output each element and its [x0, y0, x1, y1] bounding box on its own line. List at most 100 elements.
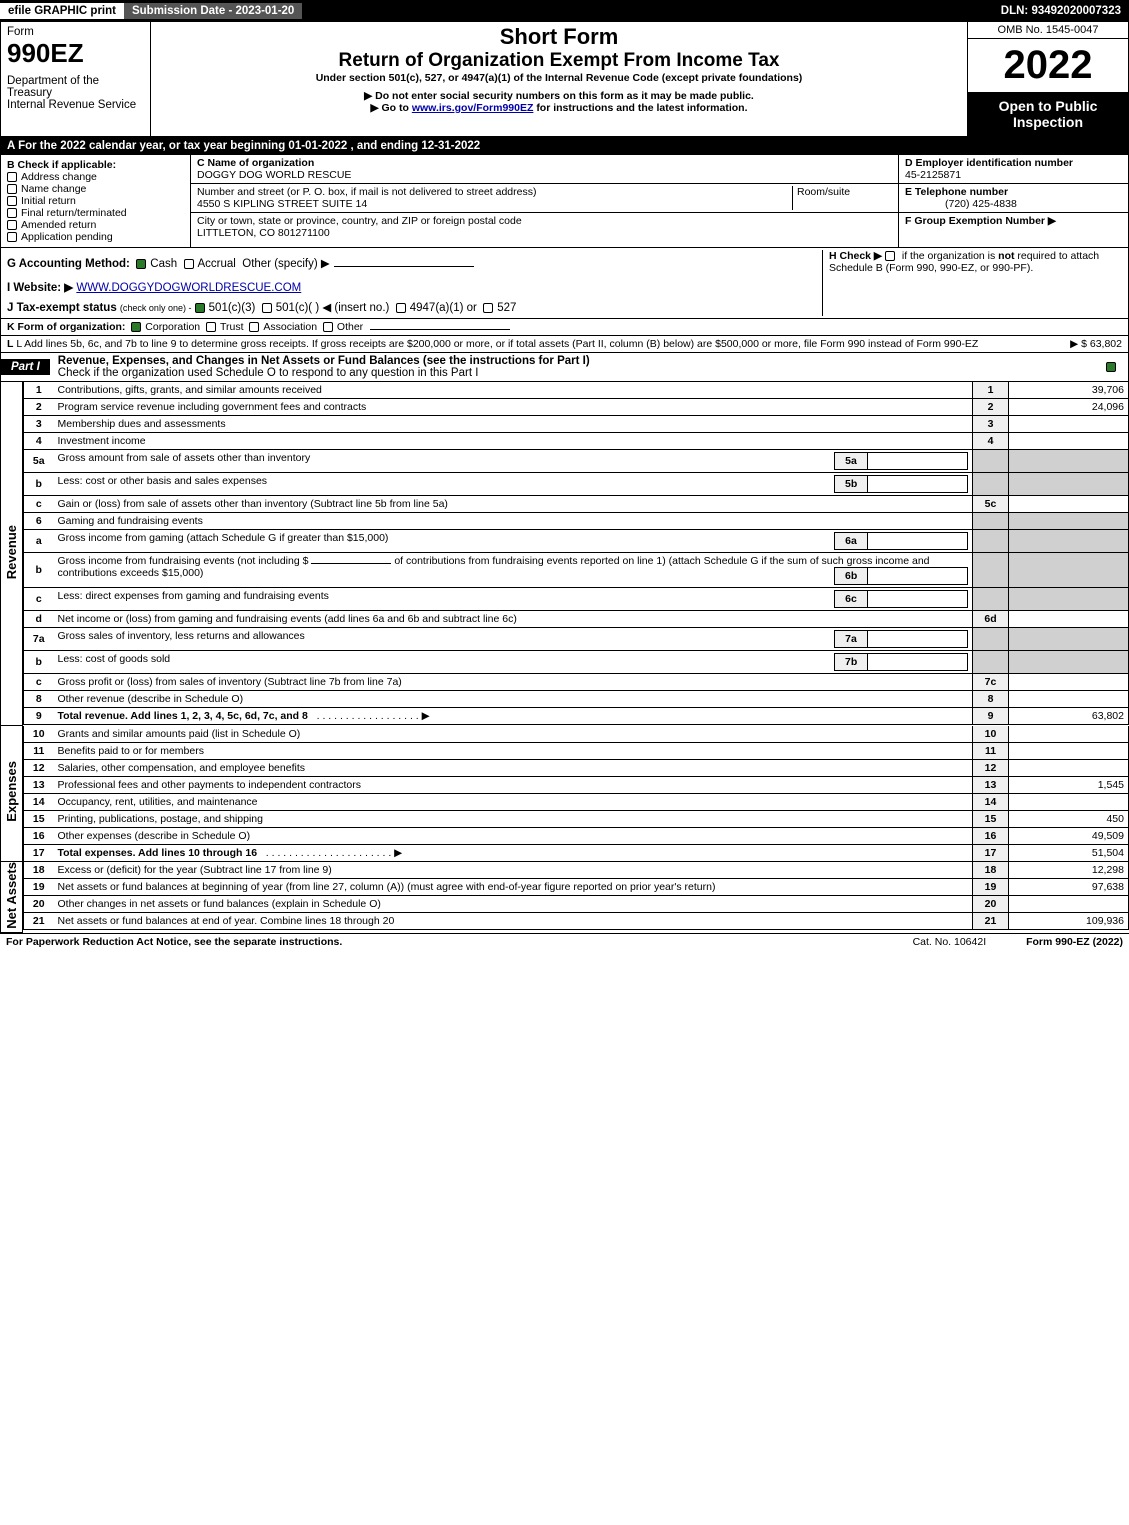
checkbox-501c[interactable]: [262, 303, 272, 313]
l-text: L Add lines 5b, 6c, and 7b to line 9 to …: [16, 338, 978, 350]
org-name-row: C Name of organization DOGGY DOG WORLD R…: [191, 155, 898, 184]
section-g: G Accounting Method: Cash Accrual Other …: [7, 250, 822, 316]
l10-desc: Grants and similar amounts paid (list in…: [54, 726, 973, 743]
l19-val: 97,638: [1009, 879, 1129, 896]
l11-val: [1009, 742, 1129, 759]
checkbox-name-change[interactable]: [7, 184, 17, 194]
side-netassets: Net Assets: [1, 862, 23, 932]
opt-amended-return: Amended return: [21, 219, 96, 231]
city-row: City or town, state or province, country…: [191, 213, 898, 241]
l12-val: [1009, 759, 1129, 776]
city-value: LITTLETON, CO 801271100: [197, 227, 892, 239]
l11-desc: Benefits paid to or for members: [54, 742, 973, 759]
other-specify-input[interactable]: [334, 266, 474, 267]
acct-method-label: G Accounting Method:: [7, 258, 130, 270]
section-h: H Check ▶ if the organization is not req…: [822, 250, 1122, 316]
group-exemption-label: F Group Exemption Number ▶: [905, 215, 1056, 227]
form-word: Form: [7, 26, 144, 38]
checkbox-4947[interactable]: [396, 303, 406, 313]
l14-desc: Occupancy, rent, utilities, and maintena…: [54, 793, 973, 810]
irs-link[interactable]: www.irs.gov/Form990EZ: [412, 102, 534, 114]
checkbox-corporation[interactable]: [131, 322, 141, 332]
other-org-input[interactable]: [370, 329, 510, 330]
under-section: Under section 501(c), 527, or 4947(a)(1)…: [157, 72, 961, 84]
l19-desc: Net assets or fund balances at beginning…: [54, 879, 973, 896]
checkbox-h[interactable]: [885, 251, 895, 261]
l21-desc: Net assets or fund balances at end of ye…: [54, 913, 973, 930]
l3-val: [1009, 416, 1129, 433]
checkbox-association[interactable]: [249, 322, 259, 332]
l17-desc: Total expenses. Add lines 10 through 16: [58, 847, 258, 859]
checkbox-application-pending[interactable]: [7, 232, 17, 242]
opt-initial-return: Initial return: [21, 195, 76, 207]
l7b-desc: Less: cost of goods sold: [58, 653, 171, 665]
checkbox-initial-return[interactable]: [7, 196, 17, 206]
phone-value: (720) 425-4838: [905, 198, 1017, 210]
org-name: DOGGY DOG WORLD RESCUE: [197, 169, 892, 181]
netassets-block: Net Assets 18Excess or (deficit) for the…: [0, 862, 1129, 933]
tax-year: 2022: [968, 39, 1128, 92]
return-title: Return of Organization Exempt From Incom…: [157, 50, 961, 72]
l4-desc: Investment income: [54, 433, 973, 450]
checkbox-schedule-o[interactable]: [1106, 362, 1116, 372]
l6b-input[interactable]: [311, 563, 391, 564]
checkbox-address-change[interactable]: [7, 172, 17, 182]
side-expenses-label: Expenses: [4, 761, 19, 822]
opt-final-return: Final return/terminated: [21, 207, 127, 219]
checkbox-amended-return[interactable]: [7, 220, 17, 230]
street-label: Number and street (or P. O. box, if mail…: [197, 186, 792, 198]
l6a-desc: Gross income from gaming (attach Schedul…: [58, 532, 389, 544]
h-not: not: [998, 250, 1014, 262]
l-value: ▶ $ 63,802: [1070, 338, 1122, 350]
efile-label[interactable]: efile GRAPHIC print: [0, 3, 124, 19]
part1-pill: Part I: [1, 359, 50, 375]
irs-label: Internal Revenue Service: [7, 99, 144, 111]
submission-date: Submission Date - 2023-01-20: [124, 3, 302, 19]
opt-527: 527: [497, 302, 516, 314]
ssn-note: ▶ Do not enter social security numbers o…: [157, 90, 961, 102]
side-revenue: Revenue: [1, 382, 23, 725]
part1-title: Revenue, Expenses, and Changes in Net As…: [58, 353, 1098, 381]
website-link[interactable]: WWW.DOGGYDOGWORLDRESCUE.COM: [76, 282, 301, 294]
l16-val: 49,509: [1009, 827, 1129, 844]
l5c-desc: Gain or (loss) from sale of assets other…: [54, 496, 973, 513]
footer-left: For Paperwork Reduction Act Notice, see …: [6, 936, 873, 948]
street-value: 4550 S KIPLING STREET SUITE 14: [197, 198, 792, 210]
room-label: Room/suite: [792, 186, 892, 210]
checkbox-final-return[interactable]: [7, 208, 17, 218]
checkbox-501c3[interactable]: [195, 303, 205, 313]
l12-desc: Salaries, other compensation, and employ…: [54, 759, 973, 776]
short-form-title: Short Form: [157, 24, 961, 50]
opt-501c3: 501(c)(3): [209, 302, 256, 314]
l5c-val: [1009, 496, 1129, 513]
section-b: B Check if applicable: Address change Na…: [1, 155, 191, 247]
ein-label: D Employer identification number: [905, 157, 1073, 169]
l7c-val: [1009, 674, 1129, 691]
l8-desc: Other revenue (describe in Schedule O): [54, 691, 973, 708]
section-gh: G Accounting Method: Cash Accrual Other …: [0, 248, 1129, 319]
checkbox-527[interactable]: [483, 303, 493, 313]
l13-val: 1,545: [1009, 776, 1129, 793]
checkbox-other-org[interactable]: [323, 322, 333, 332]
checkbox-trust[interactable]: [206, 322, 216, 332]
tax-exempt-note: (check only one) -: [120, 303, 192, 313]
footer-center: Cat. No. 10642I: [873, 936, 1027, 948]
l1-val: 39,706: [1009, 382, 1129, 399]
section-b-title: B Check if applicable:: [7, 159, 116, 171]
checkbox-cash[interactable]: [136, 259, 146, 269]
omb-number: OMB No. 1545-0047: [968, 22, 1128, 39]
footer-right-bold: 990-EZ: [1055, 936, 1089, 948]
page-footer: For Paperwork Reduction Act Notice, see …: [0, 933, 1129, 950]
l9-desc: Total revenue. Add lines 1, 2, 3, 4, 5c,…: [58, 710, 308, 722]
part1-header: Part I Revenue, Expenses, and Changes in…: [0, 353, 1129, 382]
opt-corporation: Corporation: [145, 321, 200, 333]
l16-desc: Other expenses (describe in Schedule O): [54, 827, 973, 844]
l15-desc: Printing, publications, postage, and shi…: [54, 810, 973, 827]
part1-check-text: Check if the organization used Schedule …: [58, 367, 479, 379]
opt-cash: Cash: [150, 258, 177, 270]
checkbox-accrual[interactable]: [184, 259, 194, 269]
l8-val: [1009, 691, 1129, 708]
phone-label: E Telephone number: [905, 186, 1008, 198]
l9-val: 63,802: [1009, 708, 1129, 725]
l6-desc: Gaming and fundraising events: [54, 513, 973, 530]
